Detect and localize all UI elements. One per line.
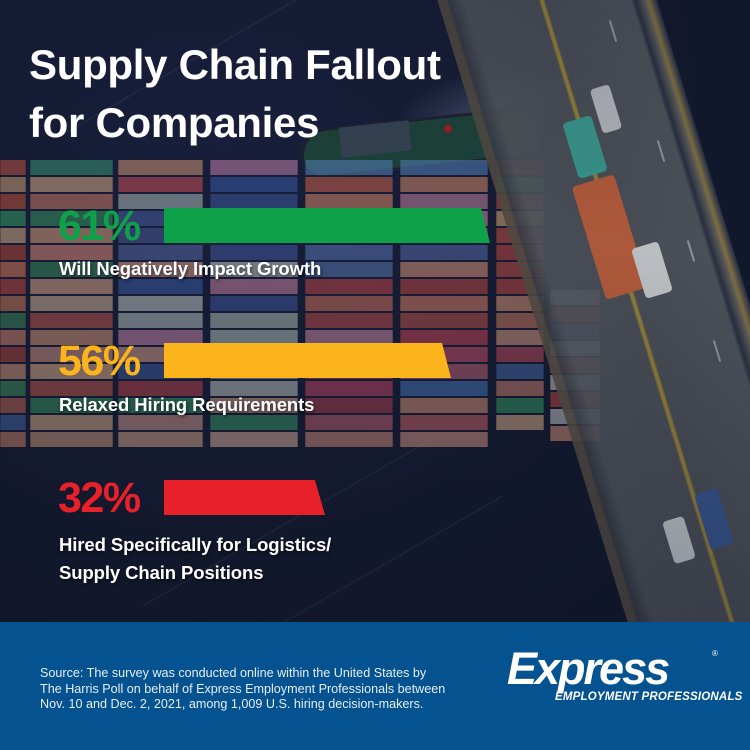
title-line-2: for Companies [29, 99, 320, 146]
page-title: Supply Chain Fallout for Companies [29, 36, 441, 152]
stat-label: Relaxed Hiring Requirements [59, 394, 315, 415]
bar-32 [164, 480, 325, 515]
stat-value: 61% [58, 202, 141, 250]
registered-mark-icon: ® [712, 649, 718, 658]
container-stack [118, 160, 203, 447]
footer: Source: The survey was conducted online … [0, 622, 750, 750]
stat-value: 56% [58, 337, 141, 385]
source-note: Source: The survey was conducted online … [40, 666, 446, 711]
background-photo [0, 0, 750, 622]
container-stack [400, 160, 488, 447]
container-stack [0, 160, 26, 447]
stat-label: Will Negatively Impact Growth [59, 258, 322, 279]
container-stack [30, 160, 113, 447]
stat-label-line-2: Supply Chain Positions [59, 562, 264, 583]
stat-label-line-1: Hired Specifically for Logistics/ [59, 534, 332, 555]
stat-value: 32% [58, 474, 141, 522]
title-line-1: Supply Chain Fallout [29, 41, 441, 88]
logo-tagline: EMPLOYMENT PROFESSIONALS [555, 691, 743, 703]
bar-56 [164, 343, 451, 378]
bar-61 [164, 208, 490, 243]
logo-wordmark: Express [507, 643, 670, 694]
express-logo: Express ® EMPLOYMENT PROFESSIONALS [505, 643, 742, 713]
